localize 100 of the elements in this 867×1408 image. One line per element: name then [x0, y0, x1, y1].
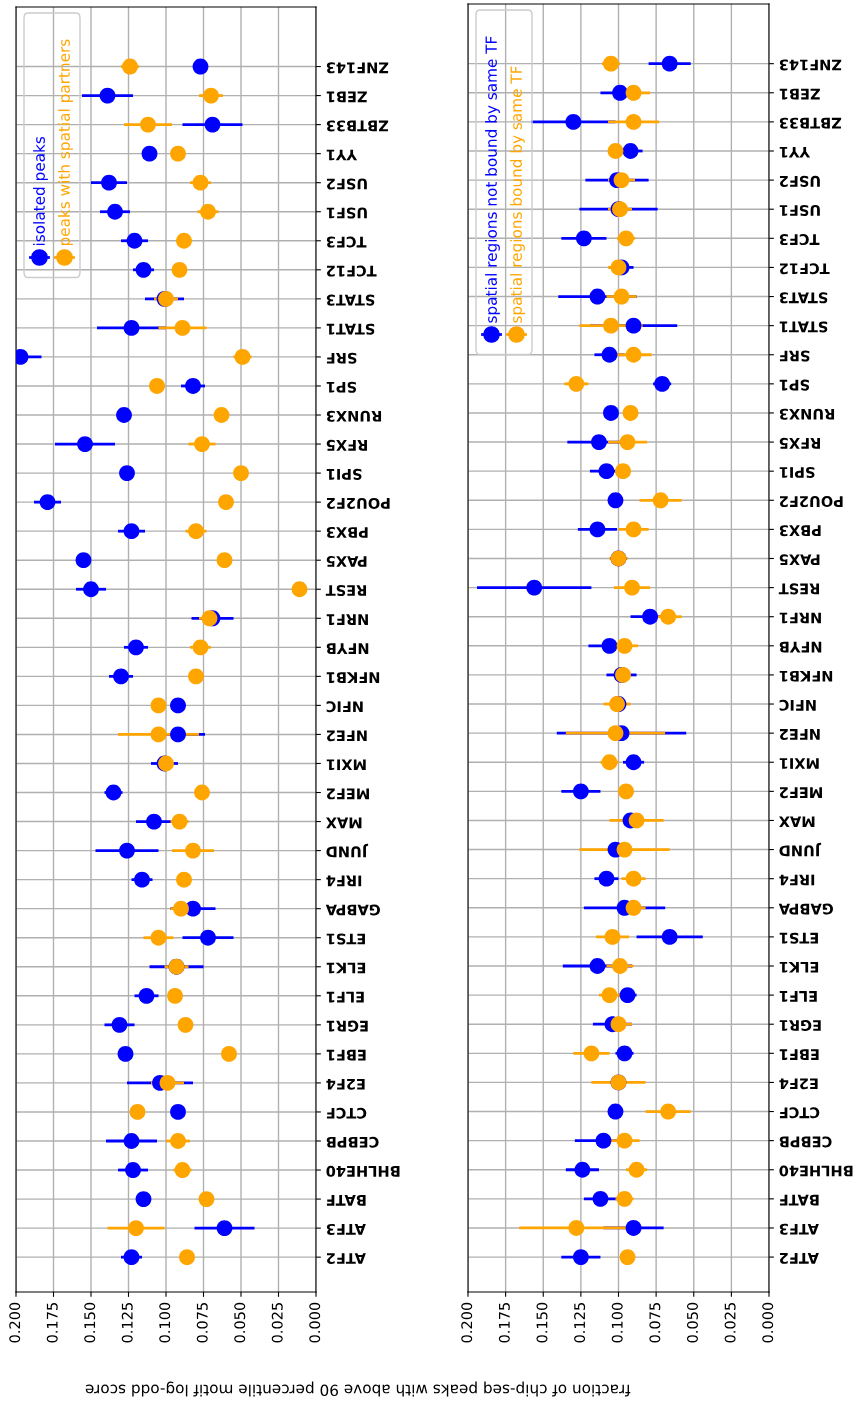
y-tick-label: MXI1 [779, 758, 819, 769]
x-tick-label: 0.175 [46, 1303, 58, 1343]
y-tick-label: IRF4 [326, 875, 362, 887]
y-tick-label: STAT3 [779, 292, 828, 304]
y-tick-label: ATF3 [326, 1223, 366, 1235]
y-tick-label: ELF1 [779, 991, 817, 1002]
y-tick-label: TCF3 [779, 234, 820, 246]
y-tick-label: NRF1 [326, 614, 368, 625]
y-tick-label: ZEB1 [326, 91, 367, 103]
y-tick-label: REST [325, 585, 367, 597]
y-tick-label: SP1 [326, 381, 357, 393]
y-tick-label: NFYB [779, 641, 822, 653]
y-tick-label: TCF12 [779, 263, 830, 275]
y-tick-label: CTCF [779, 1107, 820, 1119]
y-tick-label: EBF1 [779, 1049, 819, 1060]
y-tick-label: PAX5 [779, 554, 820, 566]
y-tick-label: USF1 [326, 207, 367, 219]
text: spatial regions bound by same TF [510, 66, 525, 323]
y-tick-label: CEBPB [779, 1136, 832, 1148]
y-tick-label: PBX3 [779, 525, 821, 537]
y-tick-label: USF2 [326, 178, 367, 190]
y-tick-label: BHLHE40 [326, 1165, 400, 1177]
y-tick-label: POU2F2 [326, 497, 390, 509]
y-tick-label: STAT3 [326, 294, 375, 306]
y-tick-label: TCF3 [326, 236, 367, 248]
y-tick-label: ATF3 [779, 1223, 819, 1235]
y-tick-label: MAX [326, 817, 362, 829]
y-tick-label: NFKB1 [779, 670, 833, 682]
y-tick-label: ELK1 [326, 962, 366, 974]
y-tick-label: STAT1 [779, 321, 828, 333]
x-tick-label: 0.150 [536, 1302, 548, 1343]
text: spatial regions not bound by same TF [485, 36, 500, 323]
y-tick-label: NFE2 [779, 729, 820, 740]
y-tick-label: RFX5 [779, 437, 820, 449]
x-tick-label: 0.100 [159, 1302, 171, 1343]
x-tick-label: 0.050 [686, 1302, 698, 1343]
y-tick-label: TCF12 [326, 265, 377, 277]
y-tick-label: ZEB1 [779, 88, 820, 100]
y-tick-label: NFE2 [326, 730, 367, 742]
y-tick-label: SPI1 [779, 466, 815, 478]
y-tick-label: JUND [779, 842, 822, 857]
y-tick-label: MAX [779, 816, 815, 828]
y-tick-label: RUNX3 [779, 408, 835, 420]
y-tick-label: USF1 [779, 204, 820, 217]
y-tick-label: IRF4 [779, 874, 815, 886]
y-tick-label: USF2 [779, 175, 820, 187]
y-tick-label: SRF [326, 352, 357, 364]
x-tick-label: 0.125 [574, 1303, 586, 1343]
x-tick-label: 0.025 [271, 1303, 283, 1343]
y-tick-label: ATF2 [779, 1253, 819, 1264]
y-tick-label: GABPA [778, 903, 834, 915]
x-tick-label: 0.000 [762, 1302, 774, 1343]
y-tick-label: ZBTB33 [779, 117, 842, 129]
y-tick-label: GABPA [325, 904, 381, 916]
x-axis-title: fraction of chip-seq peaks with above 90 percentile motif log-odd score [85, 1381, 631, 1397]
x-tick-label: 0.200 [9, 1302, 21, 1343]
x-tick-label: 0.175 [498, 1303, 510, 1343]
y-tick-label: ZNF143 [326, 62, 389, 74]
y-tick-label: ATF2 [326, 1253, 366, 1264]
y-tick-label: YY1 [779, 146, 811, 158]
y-tick-label: EBF1 [326, 1049, 366, 1061]
y-tick-label: ETS1 [779, 932, 818, 944]
y-tick-label: ZBTB33 [326, 120, 389, 132]
y-tick-label: BATF [326, 1195, 366, 1206]
text: isolated peaks [33, 136, 48, 246]
y-tick-label: ZNF143 [779, 59, 842, 71]
y-tick-label: NRF1 [779, 612, 821, 624]
y-tick-label: NFKB1 [326, 672, 380, 683]
x-tick-label: 0.000 [309, 1302, 321, 1343]
y-tick-label: BATF [779, 1194, 819, 1206]
y-tick-label: CTCF [326, 1107, 367, 1119]
x-tick-label: 0.050 [234, 1302, 246, 1343]
y-tick-label: E2F4 [779, 1078, 818, 1090]
y-tick-label: SRF [779, 350, 810, 362]
y-tick-label: EGR1 [779, 1019, 821, 1032]
x-tick-label: 0.200 [461, 1302, 473, 1343]
y-tick-label: CEBPB [326, 1136, 379, 1148]
y-tick-label: POU2F2 [779, 496, 843, 508]
y-tick-label: STAT1 [326, 323, 375, 335]
y-tick-label: RUNX3 [326, 410, 382, 422]
y-tick-label: BHLHE40 [779, 1165, 853, 1177]
y-tick-label: ETS1 [326, 933, 365, 945]
x-tick-label: 0.125 [121, 1303, 133, 1343]
y-tick-label: NFIC [326, 701, 363, 713]
y-tick-label: SPI1 [326, 468, 362, 480]
x-tick-label: 0.025 [724, 1303, 736, 1343]
y-tick-label: ELF1 [326, 991, 364, 1003]
y-tick-label: YY1 [326, 149, 358, 161]
y-tick-label: E2F4 [326, 1078, 365, 1090]
y-tick-label: RFX5 [326, 439, 367, 451]
y-tick-label: EGR1 [326, 1020, 368, 1032]
y-tick-label: PBX3 [326, 526, 368, 538]
y-tick-label: MEF2 [779, 787, 822, 799]
y-tick-label: SP1 [779, 379, 810, 391]
x-tick-label: 0.075 [649, 1303, 661, 1343]
y-tick-label: REST [778, 583, 820, 595]
y-tick-label: PAX5 [326, 555, 367, 567]
x-tick-label: 0.150 [84, 1302, 96, 1343]
y-tick-label: NFIC [779, 699, 816, 711]
x-tick-label: 0.075 [196, 1303, 208, 1343]
